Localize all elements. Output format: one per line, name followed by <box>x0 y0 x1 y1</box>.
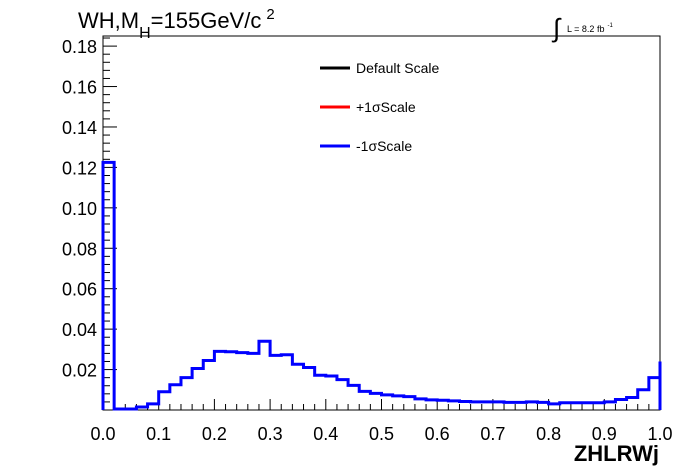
legend: Default Scale +1σScale -1σScale <box>320 60 439 154</box>
y-tick-label: 0.04 <box>62 320 97 340</box>
luminosity-text: L = 8.2 fb -1 <box>567 23 613 34</box>
histogram-series <box>101 160 662 411</box>
y-tick-label: 0.06 <box>62 280 97 300</box>
x-tick-label: 0.4 <box>313 424 338 444</box>
x-tick-label: 0.2 <box>202 424 227 444</box>
y-tick-label: 0.18 <box>62 37 97 57</box>
luminosity-label: ∫ L = 8.2 fb -1 <box>551 13 613 43</box>
x-tick-label: 0.3 <box>258 424 283 444</box>
x-tick-label: 0.0 <box>90 424 115 444</box>
chart-title: WH,MH=155GeV/c 2 <box>78 6 275 42</box>
legend-label: +1σScale <box>356 99 416 115</box>
histogram-series-line <box>101 160 662 411</box>
x-tick-label: 0.7 <box>480 424 505 444</box>
x-tick-label: 0.6 <box>425 424 450 444</box>
integral-symbol: ∫ <box>551 13 562 43</box>
x-tick-label: 0.8 <box>536 424 561 444</box>
y-tick-label: 0.12 <box>62 158 97 178</box>
y-axis-tick-labels: 0.02 0.04 0.06 0.08 0.10 0.12 0.14 0.16 0.18 <box>62 37 97 380</box>
y-tick-label: 0.14 <box>62 118 97 138</box>
x-tick-label: 0.1 <box>146 424 171 444</box>
x-tick-label: 1.0 <box>647 424 672 444</box>
y-tick-label: 0.02 <box>62 361 97 381</box>
y-tick-label: 0.16 <box>62 78 97 98</box>
x-axis-label: ZHLRWj <box>574 441 659 466</box>
legend-label: Default Scale <box>356 60 439 76</box>
y-tick-label: 0.08 <box>62 239 97 259</box>
x-axis-tick-labels: 0.0 0.1 0.2 0.3 0.4 0.5 0.6 0.7 0.8 0.9 1.0 <box>90 424 672 444</box>
legend-label: -1σScale <box>356 138 412 154</box>
y-tick-label: 0.10 <box>62 199 97 219</box>
x-tick-label: 0.5 <box>369 424 394 444</box>
x-tick-label: 0.9 <box>592 424 617 444</box>
